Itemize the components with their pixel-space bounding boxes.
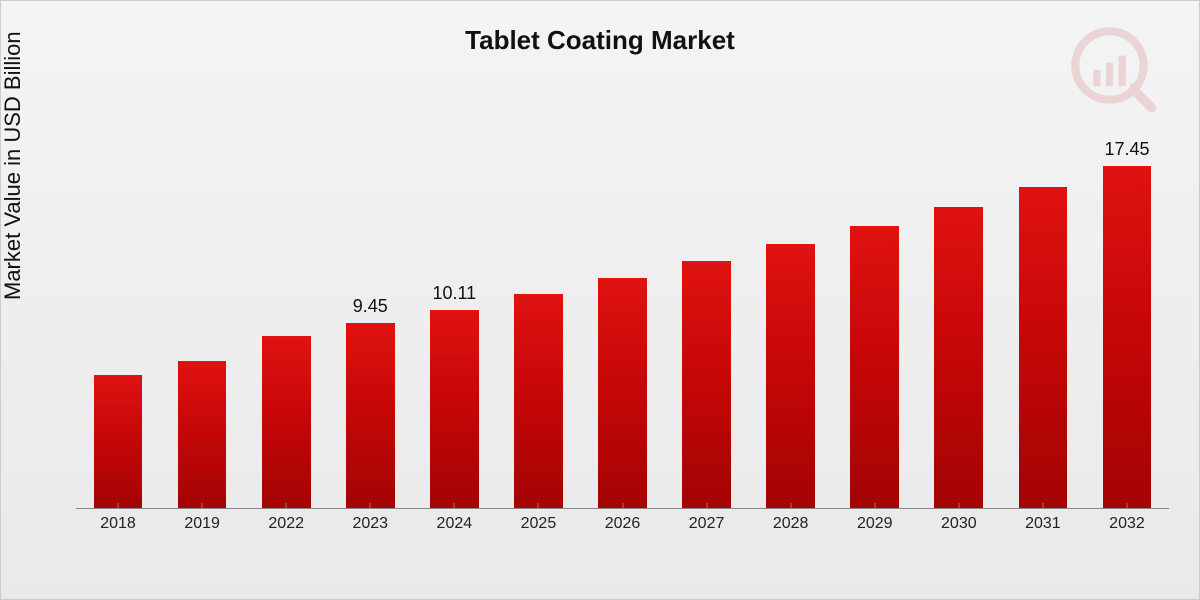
bar (598, 278, 647, 508)
x-tick: 2030 (917, 509, 1001, 533)
x-tick: 2027 (665, 509, 749, 533)
bar: 10.11 (430, 310, 479, 508)
bar-fill (346, 323, 395, 508)
bar (682, 261, 731, 508)
bar-slot: 9.45 (328, 116, 412, 508)
x-tick: 2023 (328, 509, 412, 533)
bar-slot (1001, 116, 1085, 508)
x-tick: 2022 (244, 509, 328, 533)
x-tick: 2019 (160, 509, 244, 533)
bar-fill (598, 278, 647, 508)
bar-slot (749, 116, 833, 508)
bar-fill (766, 244, 815, 508)
bar: 17.45 (1103, 166, 1152, 508)
x-tick: 2026 (580, 509, 664, 533)
bar-fill (262, 336, 311, 508)
bar-slot (917, 116, 1001, 508)
bar-slot (244, 116, 328, 508)
bar-slot: 10.11 (412, 116, 496, 508)
x-axis: 2018201920222023202420252026202720282029… (76, 509, 1169, 539)
bar-fill (1019, 187, 1068, 508)
bars-group: 9.45 10.11 17.45 (76, 116, 1169, 508)
bar (934, 207, 983, 508)
bar-slot (580, 116, 664, 508)
y-axis-label: Market Value in USD Billion (0, 31, 26, 300)
bar-value-label: 9.45 (353, 296, 388, 317)
chart-title: Tablet Coating Market (1, 25, 1199, 56)
bar-fill (514, 294, 563, 508)
bar-slot (160, 116, 244, 508)
bar-fill (178, 361, 227, 508)
bar-fill (934, 207, 983, 508)
bar (178, 361, 227, 508)
x-tick: 2018 (76, 509, 160, 533)
bar-slot: 17.45 (1085, 116, 1169, 508)
bar (1019, 187, 1068, 508)
plot-inner: 9.45 10.11 17.45 (76, 116, 1169, 509)
bar-fill (682, 261, 731, 508)
bar-slot (665, 116, 749, 508)
bar-fill (850, 226, 899, 508)
x-tick: 2024 (412, 509, 496, 533)
bar: 9.45 (346, 323, 395, 508)
x-tick: 2025 (496, 509, 580, 533)
x-tick: 2032 (1085, 509, 1169, 533)
x-tick: 2028 (749, 509, 833, 533)
bar-slot (76, 116, 160, 508)
bar-value-label: 10.11 (432, 283, 476, 304)
bar (514, 294, 563, 508)
bar-value-label: 17.45 (1104, 139, 1149, 160)
plot-area: 9.4510.1117.45 2018201920222023202420252… (76, 116, 1169, 539)
bar-fill (94, 375, 143, 508)
bar (850, 226, 899, 508)
x-tick: 2029 (833, 509, 917, 533)
bar-slot (833, 116, 917, 508)
watermark-logo-icon (1069, 25, 1159, 115)
bar (766, 244, 815, 508)
bar (262, 336, 311, 508)
bar-fill (430, 310, 479, 508)
chart-container: Tablet Coating Market Market Value in US… (0, 0, 1200, 600)
x-tick: 2031 (1001, 509, 1085, 533)
bar-fill (1103, 166, 1152, 508)
bar (94, 375, 143, 508)
bar-slot (496, 116, 580, 508)
